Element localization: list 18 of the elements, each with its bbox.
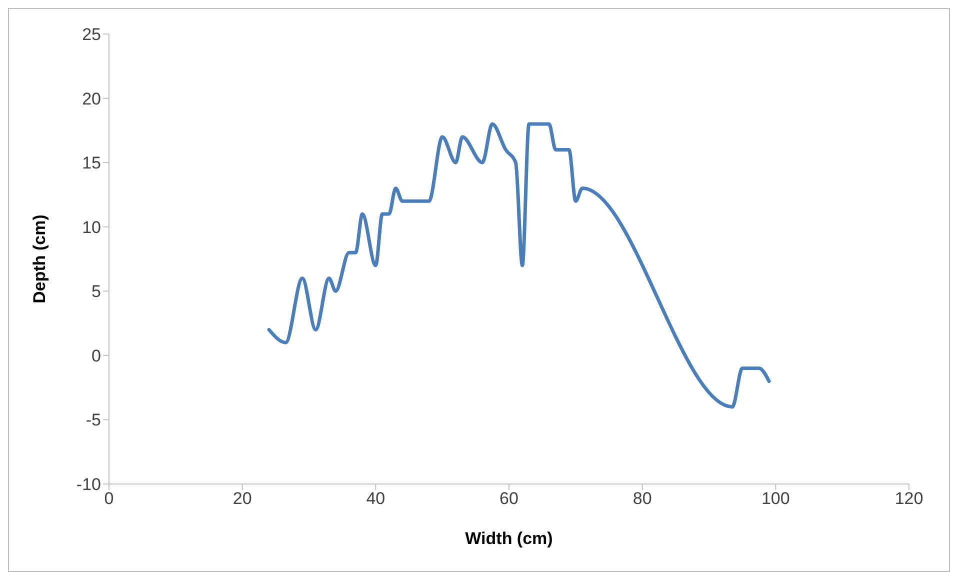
y-tick-label: 10 (82, 218, 101, 237)
y-tick-label: 25 (82, 25, 101, 44)
y-tick-label: -5 (86, 410, 101, 430)
y-tick-label: 0 (92, 346, 101, 366)
x-tick-label: 80 (632, 489, 652, 508)
x-tick-label: 100 (761, 489, 790, 508)
y-tick-label: 20 (82, 89, 101, 108)
x-tick-label: 40 (366, 489, 386, 508)
line-series (267, 122, 771, 409)
y-tick-label: 15 (82, 154, 101, 173)
x-tick-label: 20 (232, 489, 252, 508)
x-axis-title: Width (cm) (465, 529, 553, 548)
x-tick-label: 60 (500, 489, 518, 508)
x-tick-label: 0 (104, 489, 114, 508)
y-tick-label: -10 (76, 475, 101, 494)
y-tick-label: 5 (92, 282, 101, 302)
x-tick-label: 120 (894, 489, 924, 508)
y-axis-title: Depth (cm) (30, 214, 50, 304)
